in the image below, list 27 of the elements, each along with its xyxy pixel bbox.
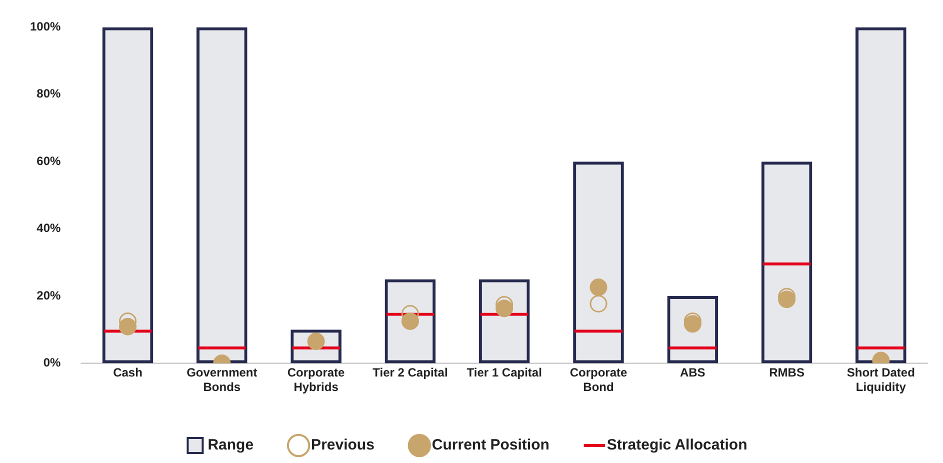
legend-label: Strategic Allocation [606, 436, 748, 454]
x-tick-label: ABS [680, 366, 706, 380]
x-tick-label: Tier 2 Capital [372, 366, 448, 380]
point [119, 318, 137, 336]
y-tick-label: 20% [36, 288, 62, 302]
x-tick-label: Corporate Bond [570, 366, 628, 394]
y-tick-label: 80% [36, 86, 62, 101]
y-tick-label: 0% [43, 356, 62, 370]
point [496, 300, 514, 318]
point [590, 294, 608, 312]
bar [856, 27, 906, 364]
legend-label: Current Position [432, 436, 550, 454]
point [590, 278, 608, 296]
legend-label: Previous [311, 436, 374, 454]
point [778, 290, 796, 308]
x-tick-label: Tier 1 Capital [466, 366, 542, 380]
bar [196, 27, 248, 364]
x-tick-label: Cash [113, 366, 142, 380]
x-tick-label: Short Dated Liquidity [846, 366, 915, 394]
x-tick-label: Government Bonds [186, 366, 258, 394]
x-tick-label: RMBS [769, 366, 804, 380]
y-tick-label: 60% [36, 154, 62, 168]
x-tick-label: Corporate Hybrids [287, 366, 346, 394]
y-tick-label: 100% [30, 20, 62, 34]
point [401, 312, 419, 330]
y-tick-label: 40% [36, 221, 62, 236]
legend-label: Range [208, 436, 254, 454]
